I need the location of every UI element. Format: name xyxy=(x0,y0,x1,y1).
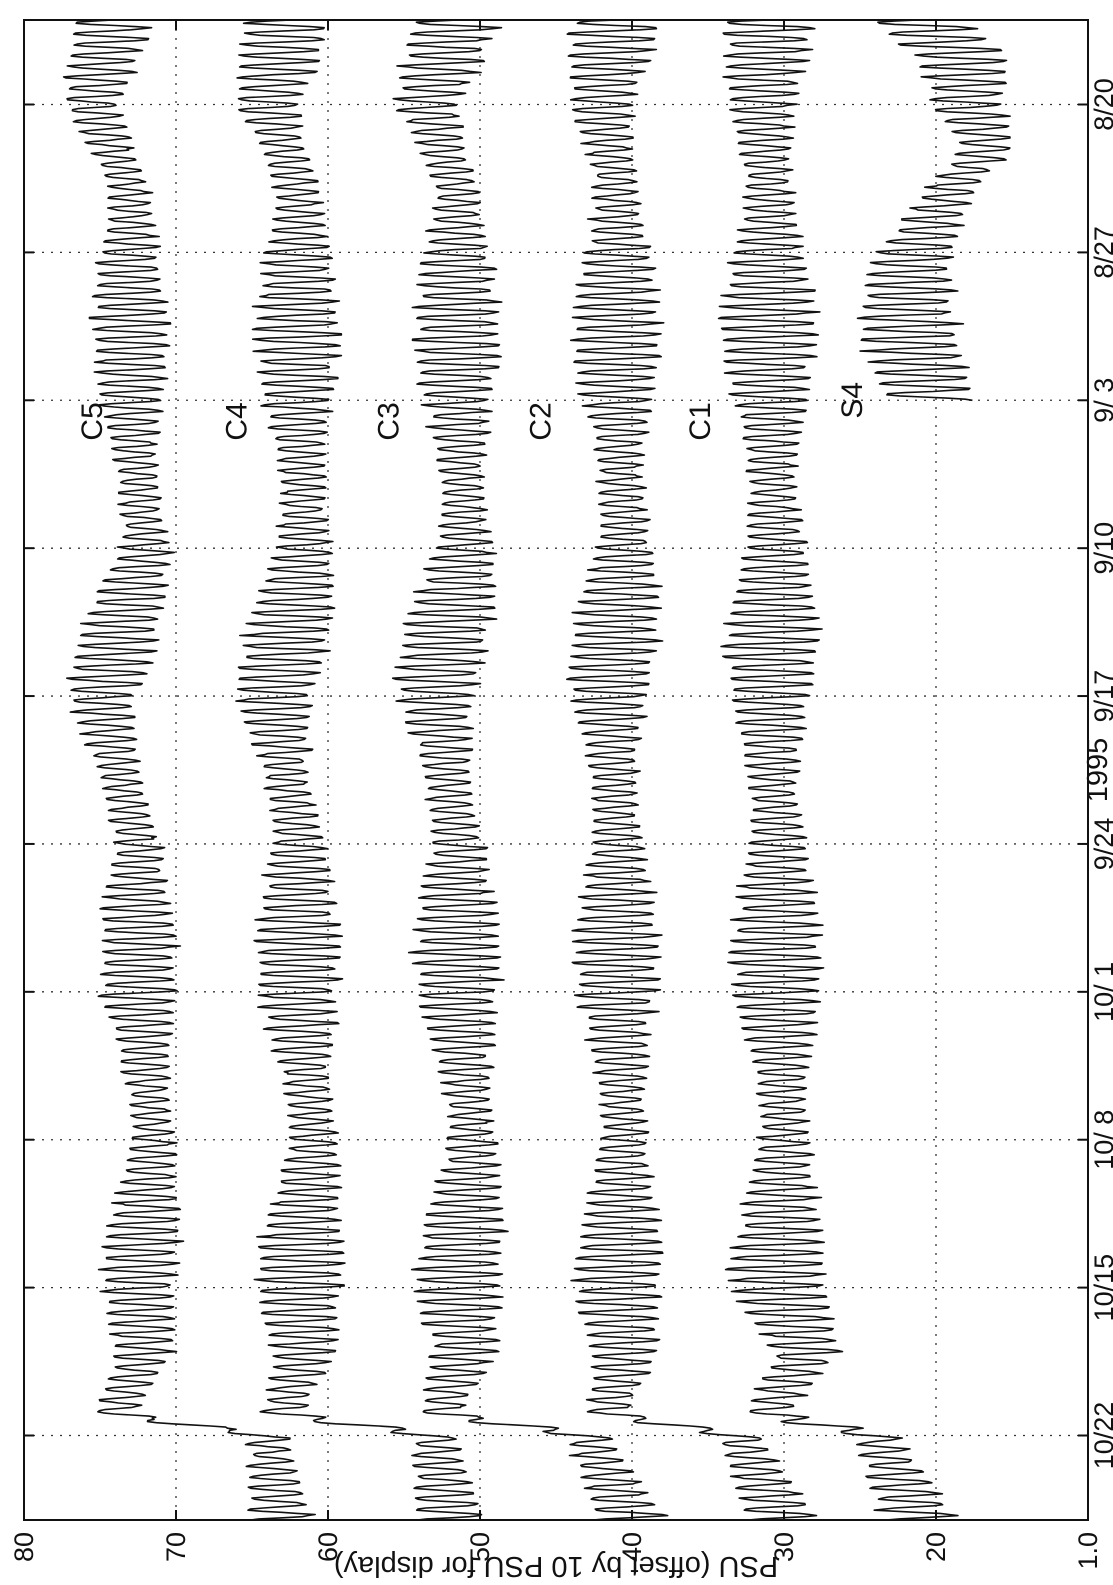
grid-lines xyxy=(24,20,1088,1520)
series-label-s4: S4 xyxy=(836,382,869,419)
x-tick-label: 9/ 3 xyxy=(1089,378,1113,423)
y-tick-label: 70 xyxy=(161,1532,191,1562)
series-lines xyxy=(62,19,1011,1521)
x-tick-label: 8/20 xyxy=(1089,78,1113,131)
series-line-s4 xyxy=(856,19,1011,402)
x-axis-ticks: 8/20 8/27 9/ 3 9/10 9/17 9/24 10/ 1 10/ 8 10/15 1… xyxy=(24,78,1113,1469)
x-tick-label: 8/27 xyxy=(1089,226,1113,279)
series-label-c3: C3 xyxy=(372,402,405,440)
y-tick-label: 60 xyxy=(313,1532,343,1562)
y-tick-label: 40 xyxy=(617,1532,647,1562)
plot-area: 1.0 20 30 40 50 60 70 80 8/20 8/27 9/ 3 9/10 9/17 9/… xyxy=(9,19,1113,1582)
series-line-c1 xyxy=(717,19,959,1521)
y-axis-title: PSU (offset by 10 PSU for display) xyxy=(334,1550,778,1582)
x-tick-label: 9/10 xyxy=(1089,522,1113,575)
x-tick-label: 10/ 8 xyxy=(1089,1110,1113,1170)
x-axis-title: 1995 xyxy=(1082,738,1113,803)
x-tick-label: 9/17 xyxy=(1089,670,1113,723)
plot-frame xyxy=(23,19,1089,1521)
y-tick-label: 50 xyxy=(465,1532,495,1562)
x-tick-label: 10/15 xyxy=(1089,1254,1113,1322)
series-label-c5: C5 xyxy=(76,402,109,440)
x-tick-label: 9/24 xyxy=(1089,818,1113,871)
y-tick-label: 30 xyxy=(769,1532,799,1562)
series-label-c4: C4 xyxy=(220,402,253,440)
y-tick-label: 20 xyxy=(921,1532,951,1562)
series-line-c3 xyxy=(391,19,669,1521)
series-label-c1: C1 xyxy=(684,402,717,440)
x-tick-label: 10/ 1 xyxy=(1089,962,1113,1022)
series-line-c5 xyxy=(62,19,317,1521)
y-tick-label: 1.0 xyxy=(1073,1532,1103,1570)
series-labels: S4 C1 C2 C3 C4 C5 xyxy=(76,382,869,441)
series-line-c4 xyxy=(235,19,483,1521)
x-tick-label: 10/22 xyxy=(1089,1402,1113,1470)
series-label-c2: C2 xyxy=(524,402,557,440)
series-line-c2 xyxy=(565,19,818,1521)
y-axis-ticks: 1.0 20 30 40 50 60 70 80 xyxy=(9,20,1103,1570)
y-tick-label: 80 xyxy=(9,1532,39,1562)
